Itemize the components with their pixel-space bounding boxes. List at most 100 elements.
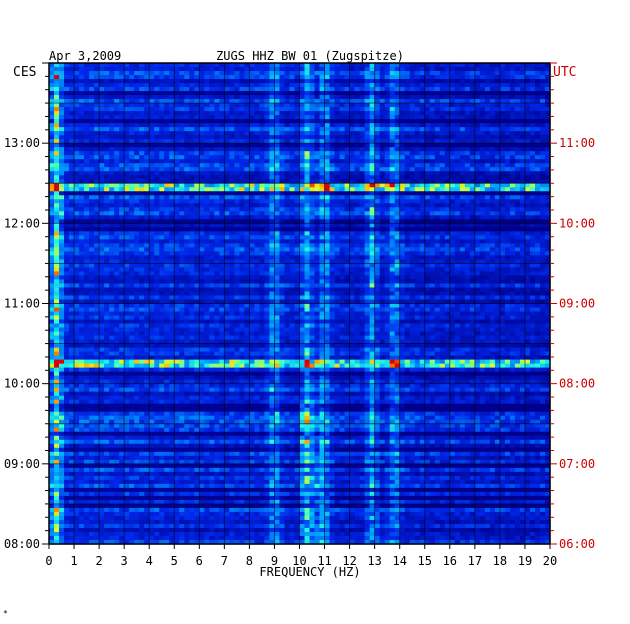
heatmap-cell (294, 175, 301, 180)
heatmap-cell (179, 87, 185, 92)
heatmap-cell (234, 115, 240, 120)
heatmap-cell (399, 175, 406, 180)
heatmap-cell (209, 135, 215, 140)
heatmap-cell (259, 195, 266, 200)
heatmap-cell (114, 139, 120, 144)
heatmap-cell (529, 95, 536, 100)
heatmap-cell (324, 147, 331, 152)
heatmap-cell (344, 259, 351, 265)
heatmap-cell (344, 95, 351, 100)
heatmap-cell (459, 107, 466, 112)
heatmap-cell (424, 203, 431, 208)
heatmap-cell (199, 159, 205, 164)
heatmap-cell (374, 191, 381, 196)
heatmap-cell (254, 127, 261, 132)
heatmap-cell (89, 163, 95, 168)
heatmap-cell (494, 99, 501, 104)
heatmap-cell (369, 235, 376, 240)
heatmap-cell (514, 95, 521, 100)
heatmap-cell (124, 67, 130, 72)
heatmap-cell (329, 107, 336, 112)
heatmap-cell (219, 179, 225, 184)
heatmap-cell (474, 135, 481, 140)
heatmap-cell (179, 103, 185, 108)
heatmap-cell (174, 199, 180, 204)
heatmap-cell (499, 191, 506, 196)
heatmap-cell (274, 235, 281, 240)
heatmap-cell (499, 67, 506, 72)
heatmap-cell (299, 123, 306, 128)
heatmap-cell (304, 255, 311, 261)
heatmap-cell (319, 251, 326, 256)
heatmap-cell (209, 127, 215, 132)
heatmap-cell (454, 235, 461, 240)
heatmap-cell (394, 247, 401, 252)
heatmap-cell (404, 167, 411, 172)
heatmap-cell (469, 219, 476, 224)
heatmap-cell (204, 79, 210, 84)
heatmap-cell (154, 159, 160, 164)
heatmap-cell (494, 83, 501, 88)
heatmap-cell (369, 227, 376, 232)
heatmap-cell (384, 87, 391, 92)
heatmap-cell (279, 167, 286, 172)
heatmap-cell (544, 103, 551, 108)
heatmap-cell (349, 147, 356, 152)
heatmap-cell (514, 143, 521, 148)
heatmap-cell (539, 87, 546, 92)
heatmap-cell (294, 79, 301, 84)
heatmap-cell (219, 139, 225, 144)
heatmap-cell (164, 175, 170, 180)
heatmap-cell (389, 247, 396, 252)
heatmap-cell (244, 227, 250, 232)
heatmap-cell (124, 91, 130, 96)
heatmap-cell (169, 107, 175, 112)
heatmap-cell (534, 223, 541, 228)
heatmap-cell (69, 135, 75, 140)
heatmap-cell (174, 159, 180, 164)
heatmap-cell (99, 159, 105, 164)
heatmap-cell (509, 247, 516, 252)
heatmap-cell (54, 75, 60, 80)
heatmap-cell (389, 159, 396, 164)
heatmap-cell (469, 151, 476, 156)
heatmap-cell (154, 175, 160, 180)
heatmap-cell (74, 239, 80, 244)
heatmap-cell (159, 135, 165, 140)
heatmap-cell (449, 235, 456, 240)
heatmap-cell (489, 111, 496, 116)
heatmap-cell (484, 131, 491, 136)
heatmap-cell (334, 207, 341, 212)
heatmap-cell (204, 231, 210, 236)
heatmap-cell (149, 183, 155, 188)
heatmap-cell (59, 155, 65, 160)
heatmap-cell (309, 259, 316, 265)
heatmap-cell (64, 187, 70, 192)
heatmap-cell (64, 179, 70, 184)
heatmap-cell (304, 91, 311, 96)
heatmap-cell (219, 147, 225, 152)
heatmap-cell (114, 135, 120, 140)
heatmap-cell (424, 63, 431, 68)
heatmap-cell (414, 255, 421, 261)
heatmap-cell (49, 91, 55, 96)
heatmap-cell (469, 123, 476, 128)
heatmap-cell (249, 167, 256, 172)
heatmap-cell (459, 171, 466, 176)
heatmap-cell (49, 255, 55, 261)
heatmap-cell (139, 139, 145, 144)
heatmap-cell (309, 99, 316, 104)
heatmap-cell (429, 143, 436, 148)
heatmap-cell (344, 91, 351, 96)
heatmap-cell (354, 191, 361, 196)
heatmap-cell (339, 259, 346, 265)
heatmap-cell (484, 231, 491, 236)
heatmap-cell (379, 187, 386, 192)
heatmap-cell (519, 107, 526, 112)
heatmap-cell (84, 63, 90, 68)
heatmap-cell (374, 163, 381, 168)
heatmap-cell (54, 175, 60, 180)
heatmap-cell (99, 87, 105, 92)
heatmap-cell (424, 167, 431, 172)
heatmap-cell (544, 219, 551, 224)
